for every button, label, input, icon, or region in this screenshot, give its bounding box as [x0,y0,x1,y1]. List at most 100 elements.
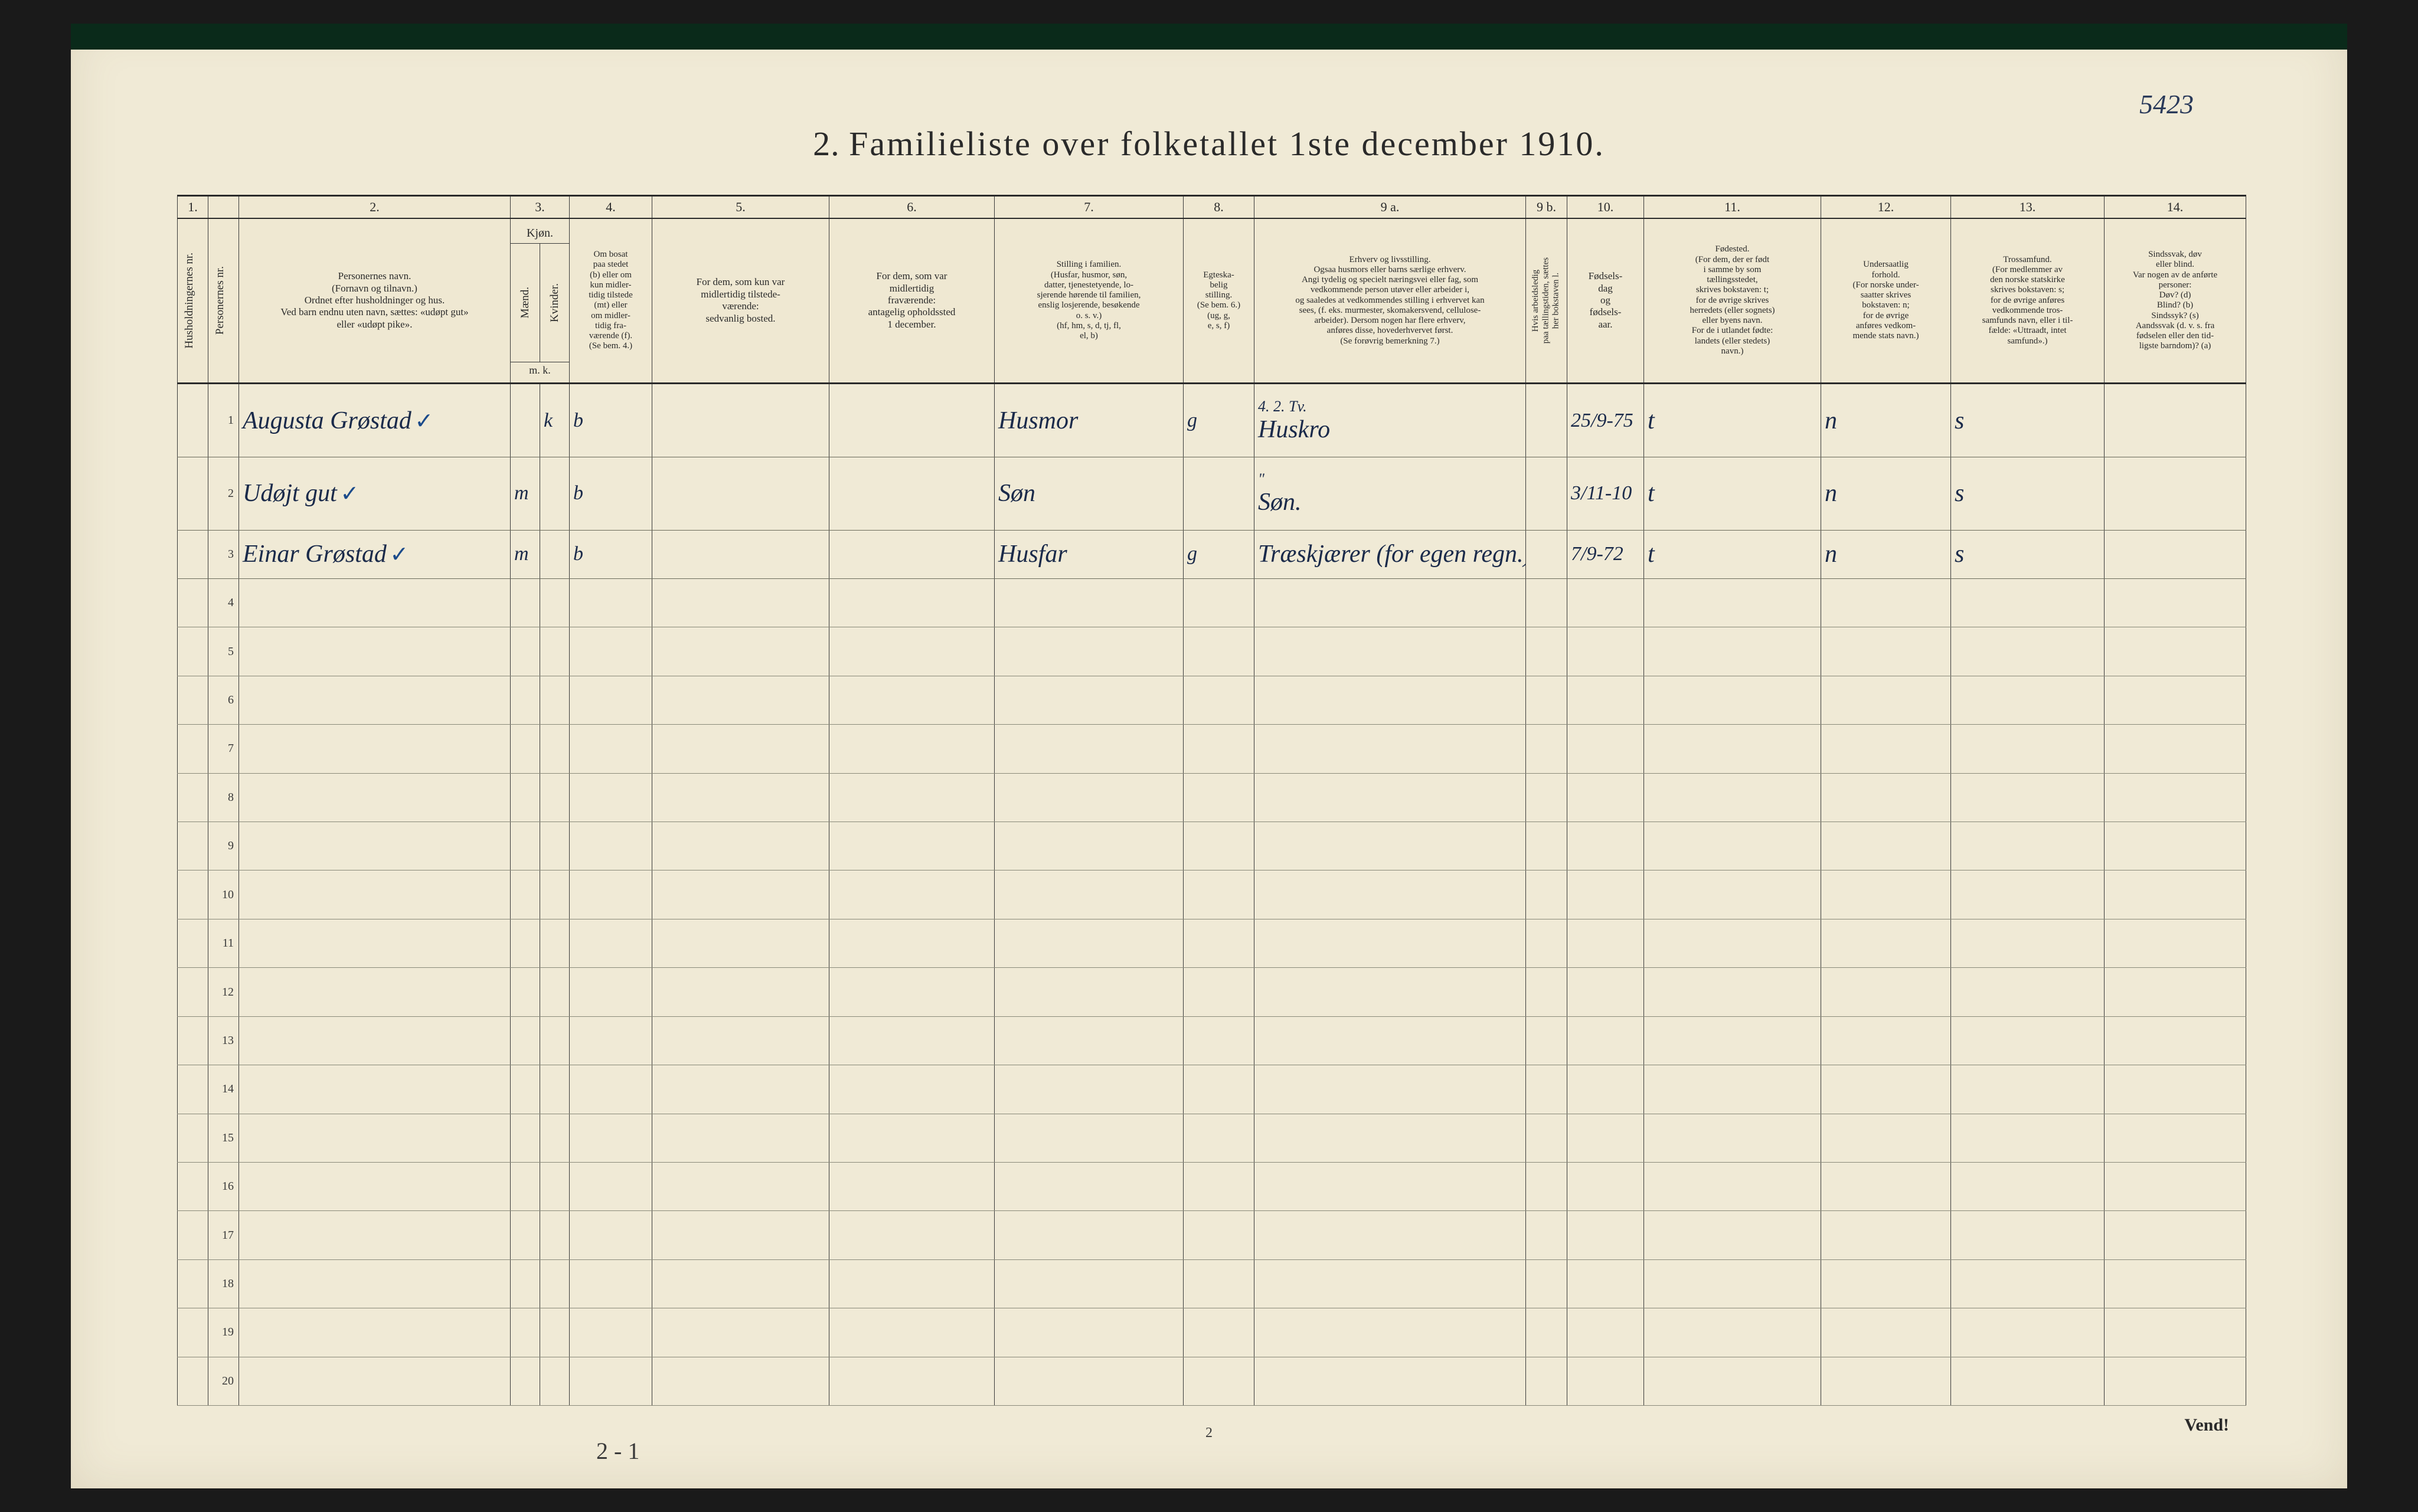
cell-fodsel: 3/11-10 [1567,457,1644,531]
cell-empty [239,1357,511,1405]
cell-empty [1951,1357,2105,1405]
cell-undersaat: n [1821,384,1951,457]
cell-empty [239,919,511,967]
cell-empty [511,1016,540,1065]
cell-empty [652,968,829,1016]
cell-empty [239,579,511,627]
table-row: 16 [178,1162,2246,1210]
cell-empty [1821,627,1951,676]
cell-household-no [178,870,208,919]
cell-empty [511,1211,540,1259]
hdr-tilstede: For dem, som kun varmidlertidig tilstede… [652,218,829,384]
cell-empty [239,676,511,724]
cell-person-no: 14 [208,1065,239,1114]
cell-empty [829,1065,995,1114]
cell-empty [829,919,995,967]
cell-household-no [178,773,208,822]
cell-empty [995,1065,1184,1114]
cell-sindssvak [2105,530,2246,578]
cell-empty [1951,1211,2105,1259]
colnum-13: 13. [1951,196,2105,218]
cell-undersaat: n [1821,530,1951,578]
cell-undersaat: n [1821,457,1951,531]
cell-empty [570,725,652,773]
cell-sex-k [540,530,570,578]
cell-empty [511,1162,540,1210]
cell-empty [1644,1308,1821,1357]
cell-empty [540,870,570,919]
cell-empty [829,870,995,919]
annotation-top-right: 5423 [2139,89,2194,120]
cell-empty [2105,1259,2246,1308]
cell-sex-m: m [511,457,540,531]
cell-person-no: 13 [208,1016,239,1065]
cell-empty [511,676,540,724]
cell-empty [1526,773,1567,822]
cell-empty [511,919,540,967]
cell-empty [1644,1211,1821,1259]
cell-person-no: 12 [208,968,239,1016]
cell-empty [1526,870,1567,919]
top-scan-bar [71,24,2347,50]
cell-erhverv: Træskjærer (for egen regn.) [1254,530,1526,578]
colnum-1b [208,196,239,218]
cell-bosat: b [570,384,652,457]
table-row: 19 [178,1308,2246,1357]
cell-person-no: 5 [208,627,239,676]
cell-empty [995,676,1184,724]
colnum-9b: 9 b. [1526,196,1567,218]
cell-empty [1644,968,1821,1016]
cell-empty [1254,1259,1526,1308]
table-row: 7 [178,725,2246,773]
cell-empty [540,1114,570,1162]
cell-household-no [178,1162,208,1210]
cell-empty [1567,1162,1644,1210]
cell-empty [652,1162,829,1210]
table-row: 6 [178,676,2246,724]
cell-empty [1644,725,1821,773]
cell-empty [652,1211,829,1259]
cell-empty [1184,968,1254,1016]
cell-household-no [178,919,208,967]
colnum-2: 2. [239,196,511,218]
cell-empty [1254,725,1526,773]
hdr-fodested: Fødested.(For dem, der er fødti samme by… [1644,218,1821,384]
cell-empty [1567,1016,1644,1065]
cell-empty [2105,773,2246,822]
cell-empty [1254,1308,1526,1357]
cell-person-no: 19 [208,1308,239,1357]
colnum-8: 8. [1184,196,1254,218]
cell-stilling: Husfar [995,530,1184,578]
cell-empty [540,1211,570,1259]
cell-empty [1526,627,1567,676]
cell-empty [239,773,511,822]
cell-fravaerende [829,457,995,531]
table-row: 17 [178,1211,2246,1259]
cell-empty [829,725,995,773]
cell-empty [511,1357,540,1405]
cell-empty [540,627,570,676]
cell-household-no [178,1065,208,1114]
hdr-name: Personernes navn.(Fornavn og tilnavn.)Or… [239,218,511,384]
cell-empty [829,1211,995,1259]
colnum-3: 3. [511,196,570,218]
cell-empty [570,773,652,822]
cell-empty [1951,919,2105,967]
colnum-14: 14. [2105,196,2246,218]
cell-empty [2105,1308,2246,1357]
cell-empty [2105,1065,2246,1114]
hdr-sex: Kjøn. Mænd. Kvinder. m. k. [511,218,570,384]
cell-empty [540,1259,570,1308]
cell-empty [2105,1357,2246,1405]
cell-empty [1526,1308,1567,1357]
cell-sindssvak [2105,384,2246,457]
cell-empty [1951,1259,2105,1308]
cell-empty [1821,1065,1951,1114]
cell-empty [1951,579,2105,627]
cell-empty [2105,919,2246,967]
cell-empty [1821,968,1951,1016]
cell-empty [995,627,1184,676]
cell-tros: s [1951,530,2105,578]
cell-egteskab [1184,457,1254,531]
cell-empty [1951,1065,2105,1114]
